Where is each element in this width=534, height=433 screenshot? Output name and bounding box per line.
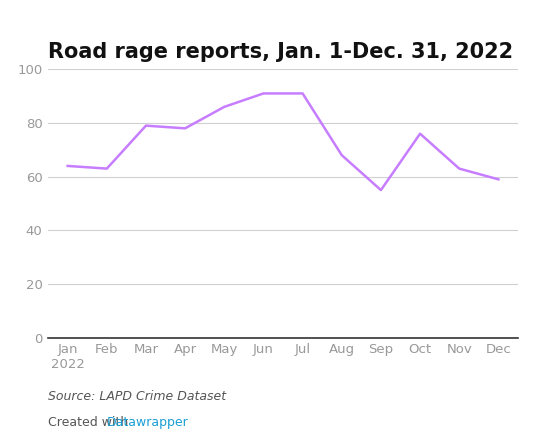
Text: Road rage reports, Jan. 1-Dec. 31, 2022: Road rage reports, Jan. 1-Dec. 31, 2022 <box>48 42 513 62</box>
Text: Source: LAPD Crime Dataset: Source: LAPD Crime Dataset <box>48 390 226 403</box>
Text: Created with: Created with <box>48 416 132 429</box>
Text: Datawrapper: Datawrapper <box>107 416 189 429</box>
